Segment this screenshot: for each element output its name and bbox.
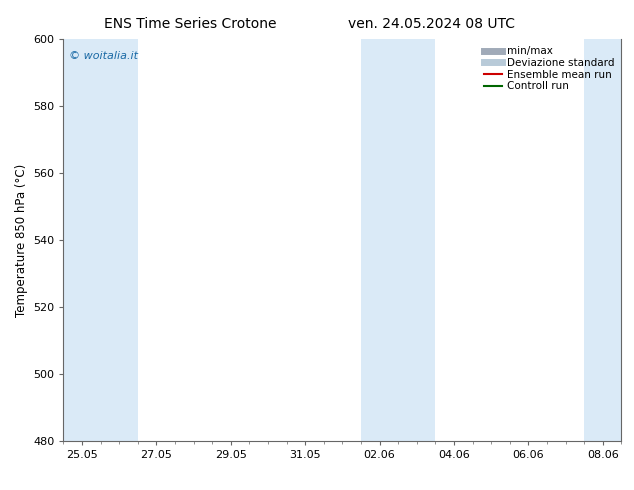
Y-axis label: Temperature 850 hPa (°C): Temperature 850 hPa (°C) — [15, 164, 27, 317]
Text: © woitalia.it: © woitalia.it — [69, 51, 138, 61]
Bar — [361, 39, 436, 441]
Text: ven. 24.05.2024 08 UTC: ven. 24.05.2024 08 UTC — [347, 17, 515, 31]
Bar — [584, 39, 634, 441]
Bar — [63, 39, 138, 441]
Text: ENS Time Series Crotone: ENS Time Series Crotone — [104, 17, 276, 31]
Legend: min/max, Deviazione standard, Ensemble mean run, Controll run: min/max, Deviazione standard, Ensemble m… — [482, 45, 616, 93]
